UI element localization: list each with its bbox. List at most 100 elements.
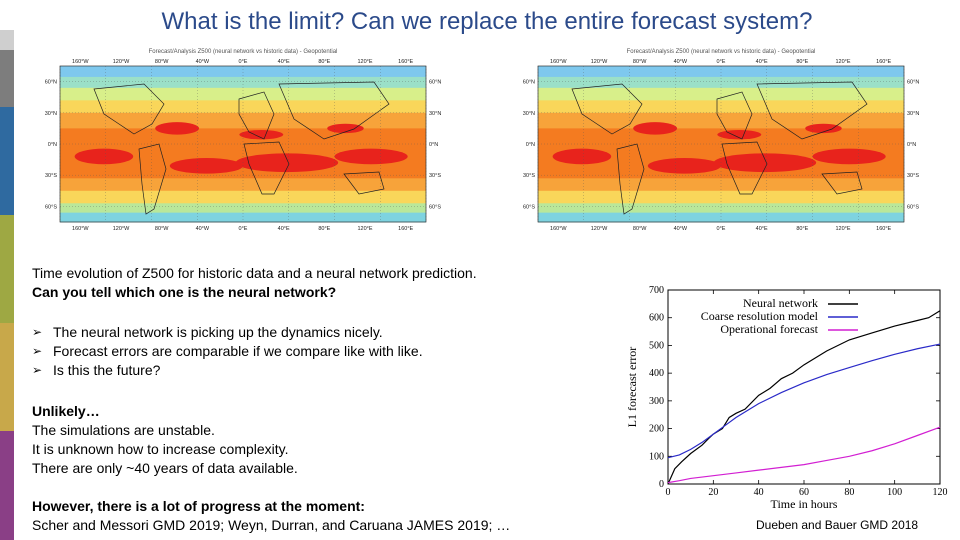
map-high-region xyxy=(74,148,134,165)
map-lon-label: 80°W xyxy=(633,59,647,65)
map-lon-label: 40°W xyxy=(196,226,210,232)
z500-map-neural: Forecast/Analysis Z500 (neural network v… xyxy=(512,44,930,244)
sidebar-segment xyxy=(0,50,14,107)
x-tick-label: 80 xyxy=(844,487,854,498)
map-band xyxy=(538,76,904,89)
intro-text: Time evolution of Z500 for historic data… xyxy=(32,264,592,302)
map-band xyxy=(60,212,426,223)
continent-outline xyxy=(93,83,165,135)
bullet-list: ➢ The neural network is picking up the dy… xyxy=(32,323,592,380)
y-tick-label: 700 xyxy=(649,285,664,296)
map-high-region xyxy=(155,122,200,135)
map-lat-label: 30°S xyxy=(429,173,441,179)
map-high-region xyxy=(552,148,612,165)
map-lat-label: 60°S xyxy=(523,204,535,210)
slide-title: What is the limit? Can we replace the en… xyxy=(161,8,813,35)
map-lon-label: 120°E xyxy=(357,59,372,65)
map-lon-label: 80°W xyxy=(155,226,169,232)
map-band xyxy=(538,66,904,78)
map-lon-label: 0°E xyxy=(239,226,248,232)
series-line xyxy=(667,310,941,485)
map-lon-label: 160°E xyxy=(876,59,891,65)
map-high-region xyxy=(805,123,842,134)
map-band xyxy=(60,203,426,214)
map-lat-label: 60°N xyxy=(523,80,535,86)
bullet-item: ➢ Forecast errors are comparable if we co… xyxy=(32,342,592,361)
continent-outline xyxy=(243,141,290,195)
legend-label: Neural network xyxy=(743,296,818,310)
sidebar-segment xyxy=(0,0,14,30)
x-tick-label: 60 xyxy=(799,487,809,498)
series-line xyxy=(667,343,941,459)
y-tick-label: 0 xyxy=(659,479,664,490)
map-lat-label: 30°N xyxy=(907,111,919,117)
map-band xyxy=(538,100,904,114)
map-lon-label: 120°W xyxy=(113,226,130,232)
arrow-bullet-icon: ➢ xyxy=(32,344,43,358)
legend-label: Operational forecast xyxy=(720,322,818,336)
forecast-error-chart-svg: 0 20 40 60 80 100 120 0 100 200 300 400 500 600 700 Neu… xyxy=(625,285,948,511)
map-lat-label: 60°S xyxy=(45,204,57,210)
arrow-bullet-icon: ➢ xyxy=(32,325,43,339)
map-band xyxy=(538,212,904,223)
map-lon-label: 40°E xyxy=(756,226,768,232)
forecast-error-chart: 0 20 40 60 80 100 120 0 100 200 300 400 500 600 700 Neu… xyxy=(622,280,956,514)
citation: Dueben and Bauer GMD 2018 xyxy=(756,518,919,532)
map-lon-label: 160°E xyxy=(398,226,413,232)
x-tick-label: 100 xyxy=(887,487,902,498)
map-lon-label: 80°W xyxy=(633,226,647,232)
y-tick-label: 200 xyxy=(649,424,664,435)
map-lat-label: 60°S xyxy=(907,204,919,210)
map-high-region xyxy=(713,153,817,173)
map-high-region xyxy=(647,158,721,174)
bullet-text: Is this the future? xyxy=(53,362,161,378)
map-frame xyxy=(59,65,427,223)
legend-label: Coarse resolution model xyxy=(701,309,819,323)
map-lat-label: 60°N xyxy=(907,80,919,86)
continent-outline xyxy=(571,83,643,135)
y-tick-label: 600 xyxy=(649,313,664,324)
x-tick-label: 40 xyxy=(754,487,764,498)
map-lat-label: 30°N xyxy=(523,111,535,117)
continent-outline xyxy=(756,81,868,140)
map-lat-label: 30°N xyxy=(429,111,441,117)
map-lon-label: 160°E xyxy=(398,59,413,65)
intro-line: Time evolution of Z500 for historic data… xyxy=(32,265,477,281)
map-band xyxy=(60,66,426,78)
map-band xyxy=(60,76,426,89)
map-lat-label: 0°N xyxy=(526,142,535,148)
progress-block: However, there is a lot of progress at t… xyxy=(32,497,612,535)
map-lon-label: 0°E xyxy=(239,59,248,65)
series-line xyxy=(667,426,941,484)
map-lat-label: 30°S xyxy=(907,173,919,179)
y-tick-label: 300 xyxy=(649,396,664,407)
x-axis-label: Time in hours xyxy=(771,497,838,511)
sidebar-segment xyxy=(0,107,14,215)
map-lon-label: 40°W xyxy=(674,226,688,232)
unlikely-heading: Unlikely… xyxy=(32,403,100,419)
map-lat-label: 60°N xyxy=(429,80,441,86)
map-lon-label: 0°E xyxy=(717,59,726,65)
map-lon-label: 40°W xyxy=(674,59,688,65)
x-tick-label: 120 xyxy=(933,487,948,498)
continent-outline xyxy=(278,81,390,140)
z500-map-svg: Forecast/Analysis Z500 (neural network v… xyxy=(34,44,452,244)
unlikely-block: Unlikely… The simulations are unstable. … xyxy=(32,402,592,478)
continent-outline xyxy=(716,91,753,140)
y-tick-label: 500 xyxy=(649,340,664,351)
map-band xyxy=(60,190,426,204)
map-lon-label: 120°E xyxy=(357,226,372,232)
map-high-region xyxy=(812,148,886,165)
sidebar-segment xyxy=(0,323,14,431)
map-lon-label: 120°E xyxy=(835,59,850,65)
bullet-text: The neural network is picking up the dyn… xyxy=(53,324,383,340)
sidebar-segment xyxy=(0,30,14,50)
x-tick-label: 0 xyxy=(666,487,671,498)
map-lon-label: 40°E xyxy=(756,59,768,65)
unlikely-line: There are only ~40 years of data availab… xyxy=(32,460,298,476)
bullet-item: ➢ The neural network is picking up the dy… xyxy=(32,323,592,342)
map-lon-label: 160°W xyxy=(72,59,89,65)
map-lon-label: 160°W xyxy=(72,226,89,232)
sidebar-segment xyxy=(0,215,14,323)
map-high-region xyxy=(235,153,339,173)
